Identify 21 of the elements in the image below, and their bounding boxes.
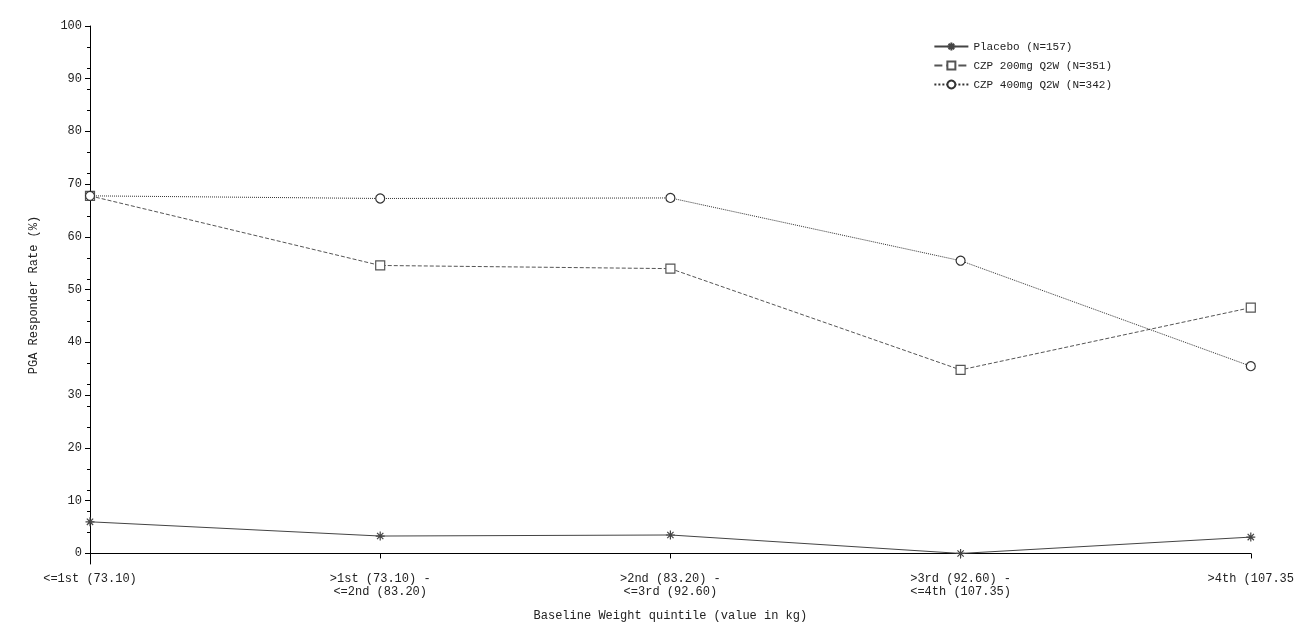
y-tick-label: 20 — [67, 440, 82, 455]
y-axis-title: PGA Responder Rate (%) — [27, 215, 41, 375]
legend-label: CZP 400mg Q2W (N=342) — [973, 78, 1112, 91]
x-tick-label: >2nd (83.20) - <=3rd (92.60) — [619, 571, 721, 599]
x-tick-label: >3rd (92.60) - <=4th (107.35) — [910, 571, 1012, 599]
legend-label: Placebo (N=157) — [973, 40, 1073, 53]
y-tick-label: 90 — [67, 71, 82, 86]
y-tick-label: 0 — [74, 546, 82, 561]
legend-label: CZP 200mg Q2W (N=351) — [973, 59, 1112, 72]
y-tick-label: 70 — [67, 177, 82, 192]
y-tick-label: 100 — [60, 19, 82, 33]
x-tick-label: >1st (73.10) - <=2nd (83.20) — [329, 571, 431, 599]
y-tick-label: 60 — [67, 229, 82, 244]
y-tick-label: 80 — [67, 124, 82, 139]
y-tick-label: 40 — [67, 335, 82, 350]
y-tick-label: 50 — [67, 282, 82, 297]
y-tick-label: 30 — [67, 388, 82, 403]
x-axis-title: Baseline Weight quintile (value in kg) — [533, 609, 808, 623]
x-tick-label: >4th (107.35 — [1207, 571, 1294, 586]
y-tick-label: 10 — [67, 493, 82, 508]
x-tick-label: <=1st (73.10) — [43, 571, 137, 586]
